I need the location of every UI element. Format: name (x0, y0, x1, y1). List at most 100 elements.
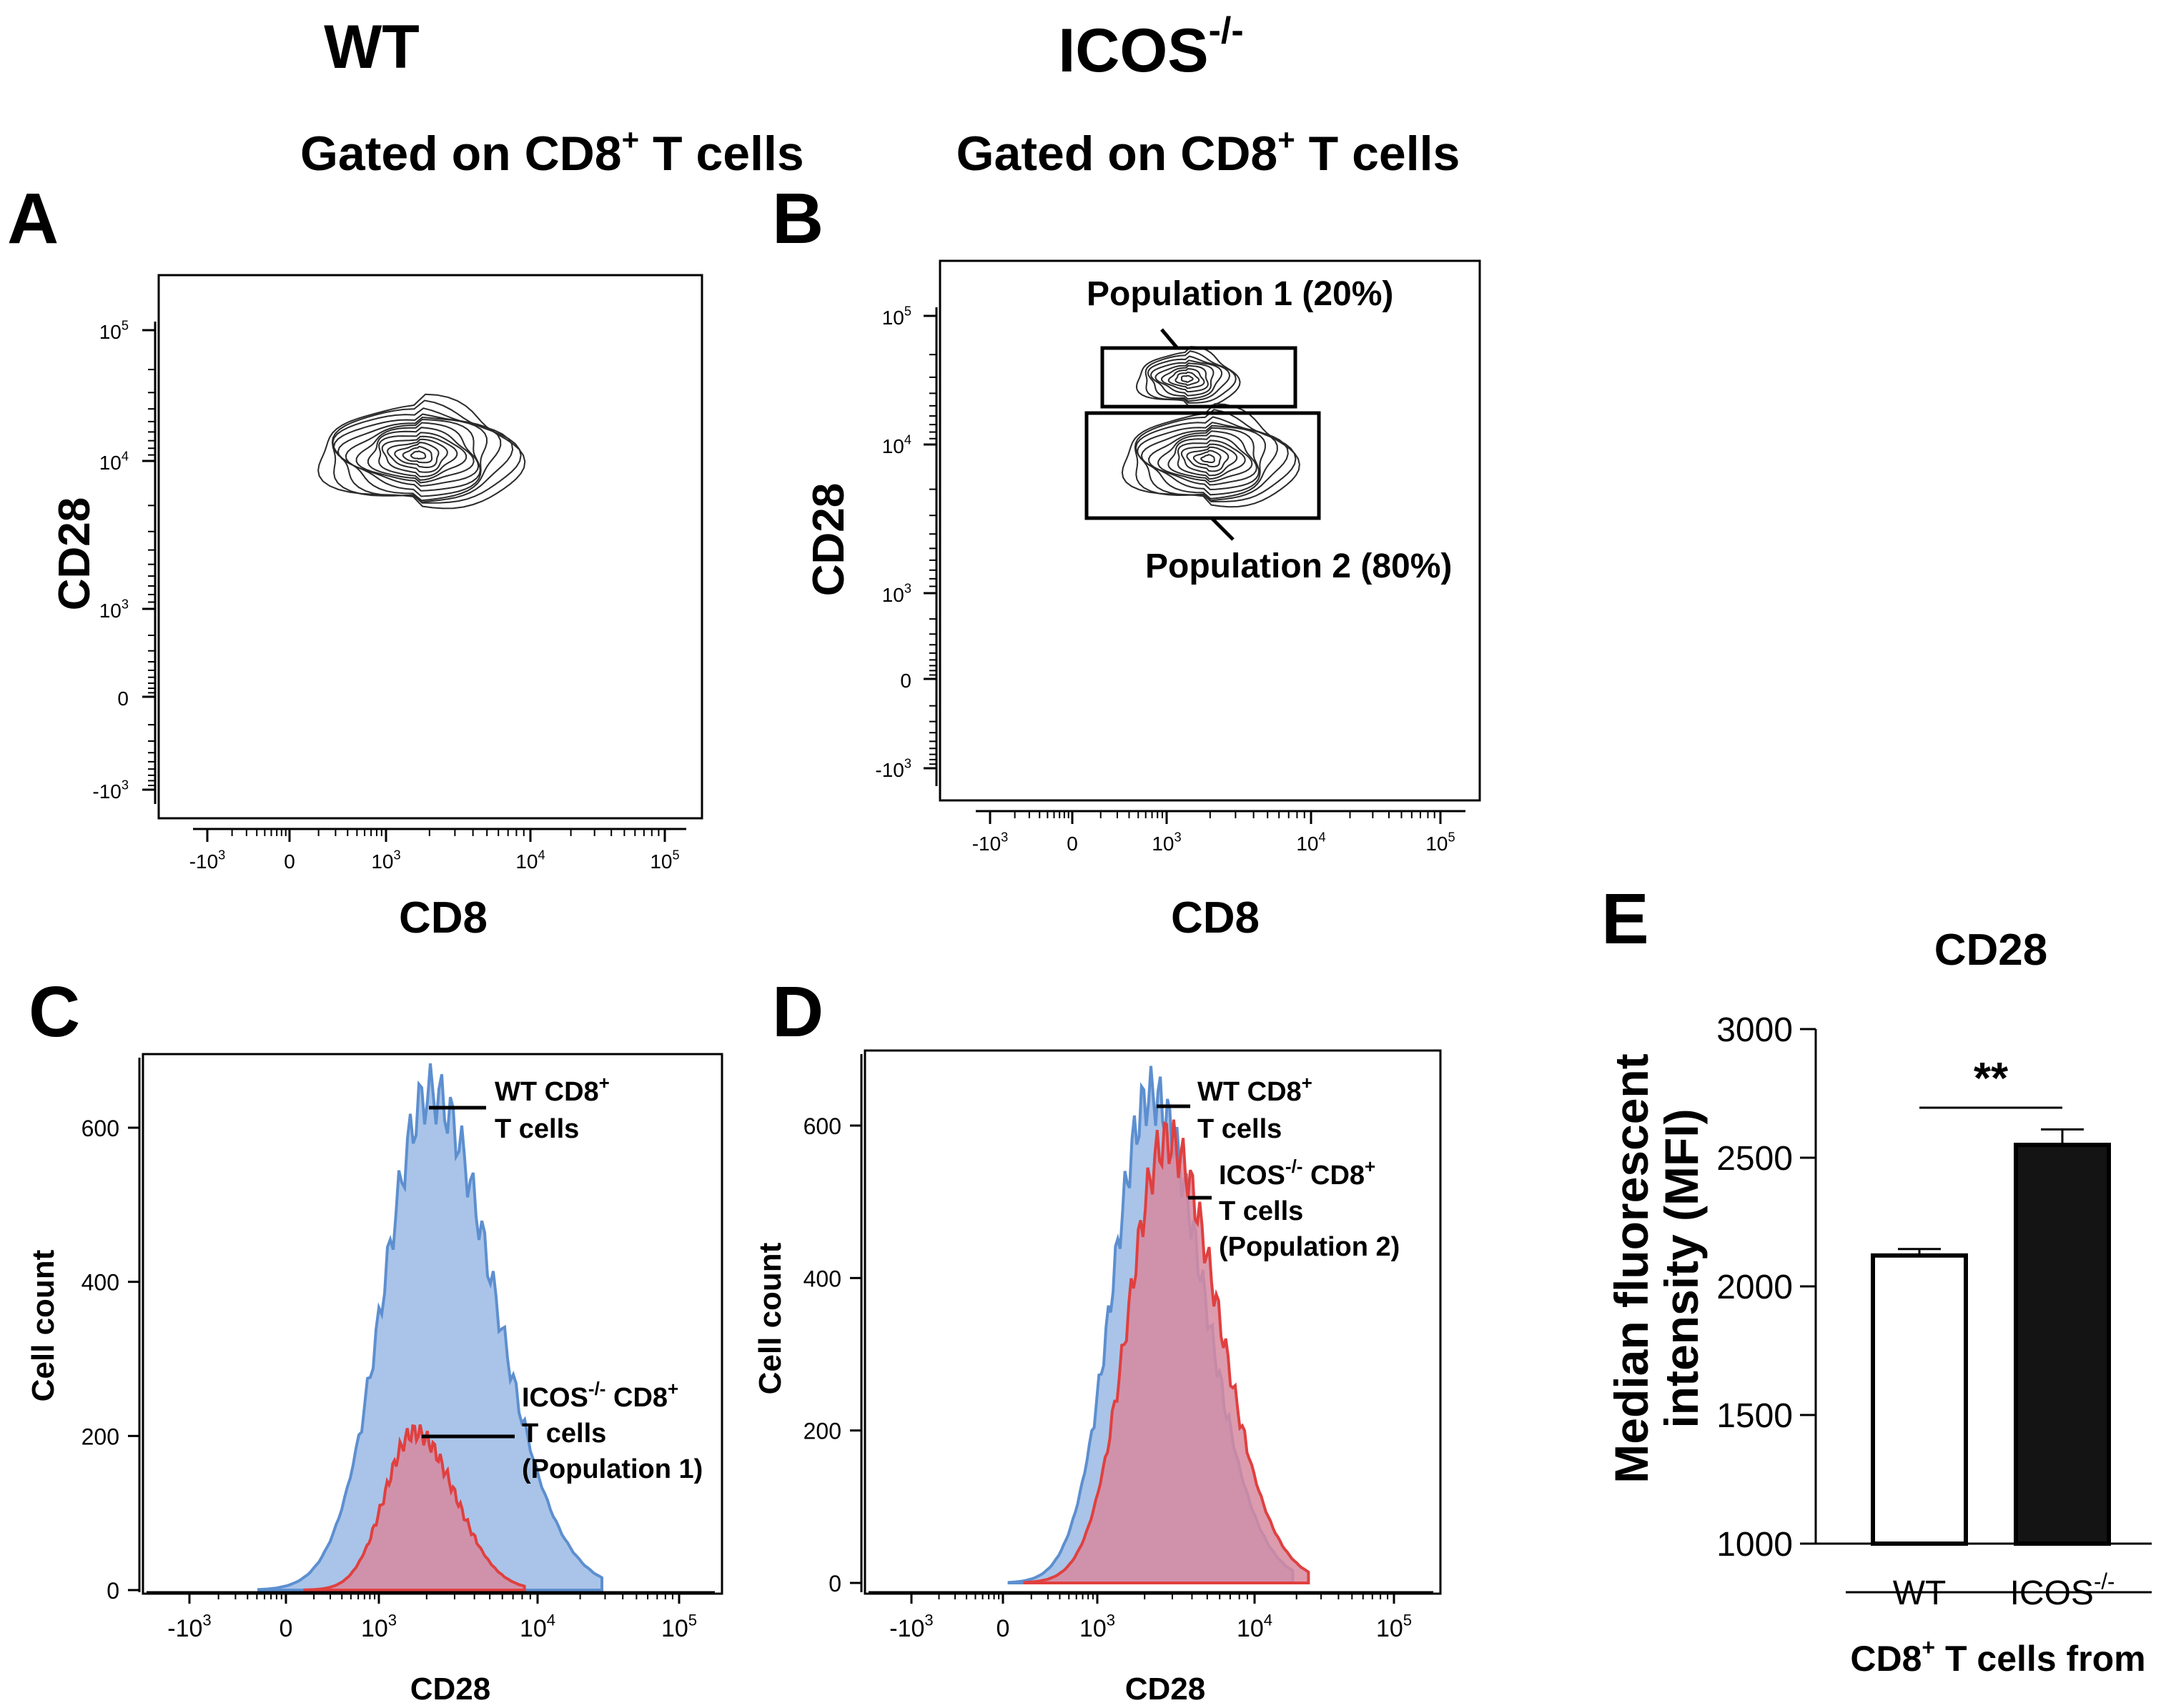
panel-b-frame (939, 259, 1481, 802)
panel-b-y-tick-label: 103 (882, 581, 911, 606)
panel-d-histogram-curves (1007, 1066, 1310, 1584)
panel-a-x-tick-label: 103 (371, 848, 400, 873)
panel-e-y-tick-label: 2500 (1716, 1140, 1793, 1178)
panel-a-contour-line (331, 399, 522, 504)
panel-b-xlabel: CD8 (1171, 893, 1260, 943)
panel-b-pop2-contour-line (1134, 409, 1297, 502)
panel-b-y-tick-label: 104 (882, 432, 911, 457)
panel-a-y-tick-label: 105 (99, 318, 129, 343)
panel-a-x-tick-label: 0 (284, 850, 295, 873)
panel-c-x-tick-label: 104 (520, 1612, 555, 1642)
panel-c-series-1-area (257, 1063, 603, 1592)
panel-a-contour-plot: -103 0 103 104 105 105 104 103 0 -103 CD8 CD28 (50, 274, 703, 943)
panel-d-wt-label-line1: WT CD8+ (1197, 1072, 1312, 1107)
panel-b-pop1-contour-line (1154, 362, 1215, 397)
panel-e-bar-icos (2014, 1143, 2111, 1546)
panel-d-xlabel: CD28 (1125, 1672, 1206, 1707)
panel-d-frame (864, 1049, 1442, 1595)
panel-c-histogram: -103 0 103 104 105 0 200 400 600 WT CD8+ T cells… (26, 1053, 723, 1707)
population-2-leader-line (1210, 517, 1235, 541)
panel-b-pop2-contour-line (1192, 450, 1222, 468)
panel-b-pop1-contour-line (1147, 355, 1231, 402)
wt-column-title: WT (324, 13, 420, 81)
panel-e-ylabel-line1: Median fluorescent (1605, 1053, 1658, 1483)
panel-c-y-tick-label: 400 (81, 1270, 119, 1296)
panel-d-series-2-area (1023, 1119, 1310, 1584)
wt-column-subtitle: Gated on CD8+ T cells (300, 123, 804, 181)
panel-b-pop1-contour-line (1144, 350, 1237, 404)
panel-c-wt-label-line1: WT CD8+ (495, 1072, 610, 1107)
panel-b-pop2-contour-line (1157, 430, 1257, 486)
panel-c-x-tick-label: 103 (361, 1612, 397, 1642)
panel-b-contours (1121, 346, 1300, 508)
panel-b-x-tick-label: 103 (1152, 830, 1181, 855)
panel-b-pop2-contour-line (1140, 424, 1266, 496)
panel-b-pop1-contour-line (1180, 374, 1194, 383)
panel-a-contour-line (317, 393, 526, 510)
panel-e-category-label: ICOS-/- (2010, 1569, 2115, 1612)
panel-a-y-tick-label: -103 (92, 778, 129, 803)
panel-d-axes: -103 0 103 104 105 0 200 400 600 (803, 1054, 1433, 1642)
panel-a-ylabel: CD28 (50, 497, 99, 611)
panel-b-pop1-contour-line (1160, 364, 1209, 393)
panel-d-ylabel: Cell count (753, 1242, 788, 1394)
panel-b-pop1-contour-line (1149, 359, 1223, 400)
panel-c-y-tick-label: 0 (107, 1578, 119, 1604)
panel-a-contour-line (394, 442, 440, 469)
panel-d-histogram: -103 0 103 104 105 0 200 400 600 WT CD8+ T cells… (753, 1049, 1442, 1707)
panel-b-pop2-contour-line (1167, 435, 1253, 483)
panel-e-y-tick-label: 3000 (1716, 1011, 1793, 1049)
panel-letter-d: D (772, 972, 824, 1052)
panel-a-contour-line (410, 450, 427, 460)
panel-b-pop2-contour-line (1177, 440, 1246, 480)
panel-b-x-tick-label: 104 (1296, 830, 1325, 855)
panel-d-wt-label-line2: T cells (1197, 1114, 1282, 1144)
panel-c-axes: -103 0 103 104 105 0 200 400 600 (81, 1058, 715, 1642)
panel-d-icos-label-line3: (Population 2) (1219, 1232, 1400, 1262)
panel-a-contour-line (355, 422, 480, 487)
panel-b-y-tick-label: -103 (875, 756, 911, 781)
panel-a-frame (157, 274, 703, 820)
panel-c-ylabel: Cell count (26, 1249, 61, 1401)
panel-d-y-tick-label: 400 (803, 1266, 841, 1291)
panel-c-x-tick-label: -103 (167, 1612, 211, 1642)
panel-c-x-tick-label: 0 (280, 1615, 293, 1642)
panel-d-y-tick-label: 600 (803, 1113, 841, 1139)
panel-d-x-tick-label: -103 (889, 1612, 933, 1642)
panel-a-contour-line (381, 435, 458, 477)
panel-c-wt-label-line2: T cells (495, 1114, 579, 1144)
panel-a-x-tick-label: 104 (515, 848, 545, 873)
panel-e-y-tick-label: 1000 (1716, 1526, 1793, 1564)
panel-d-icos-label-line1: ICOS-/- CD8+ (1219, 1156, 1375, 1191)
panel-c-icos-label-line1: ICOS-/- CD8+ (522, 1378, 678, 1413)
panel-d-x-tick-label: 103 (1079, 1612, 1115, 1642)
panel-b-x-tick-label: 0 (1067, 833, 1078, 855)
panel-letter-a: A (7, 179, 59, 259)
panel-b-x-tick-label: -103 (972, 830, 1009, 855)
panel-a-y-tick-label: 104 (99, 449, 129, 474)
panel-a-xlabel: CD8 (399, 893, 488, 943)
panel-e-ylabel-line2: intensity (MFI) (1655, 1108, 1708, 1428)
panel-c-histogram-curves (257, 1063, 603, 1592)
panel-b-pop1-contour-line (1167, 367, 1205, 389)
icos-column-subtitle: Gated on CD8+ T cells (956, 123, 1460, 181)
panel-e-title: CD28 (1934, 925, 2048, 975)
panel-e-group-label: CD8+ T cells from (1850, 1634, 2145, 1679)
panel-c-icos-label-line3: (Population 1) (522, 1454, 703, 1484)
panel-a-y-tick-label: 103 (99, 597, 129, 622)
panel-b-x-tick-label: 105 (1425, 830, 1455, 855)
panel-b-contour-plot: Population 1 (20%) Population 2 (80%) -1… (804, 259, 1481, 943)
panel-c-x-tick-label: 105 (661, 1612, 697, 1642)
panel-d-icos-label-line2: T cells (1219, 1196, 1303, 1226)
panel-a-x-tick-label: -103 (189, 848, 226, 873)
population-1-leader-line (1160, 328, 1178, 349)
panel-a-contour-line (378, 432, 468, 481)
panel-d-x-tick-label: 104 (1237, 1612, 1272, 1642)
panel-e-bar-wt (1871, 1253, 1968, 1546)
panel-e-y-tick-label: 1500 (1716, 1397, 1793, 1435)
panel-b-pop2-contour-line (1200, 454, 1215, 463)
panel-c-y-tick-label: 600 (81, 1116, 119, 1141)
panel-b-y-tick-label: 0 (900, 670, 911, 692)
panel-b-pop1-contour-line (1175, 371, 1200, 387)
